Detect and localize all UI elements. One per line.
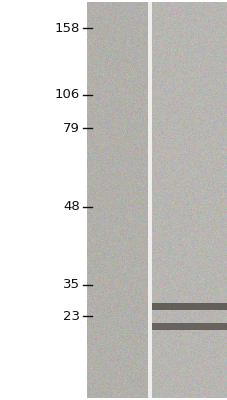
Bar bbox=[151, 303, 227, 310]
Text: 158: 158 bbox=[54, 22, 80, 34]
Text: 106: 106 bbox=[54, 88, 80, 102]
Bar bbox=[147, 2, 151, 398]
Bar bbox=[151, 323, 227, 330]
Text: 35: 35 bbox=[63, 278, 80, 292]
Text: 48: 48 bbox=[63, 200, 80, 214]
Text: 79: 79 bbox=[63, 122, 80, 134]
Text: 23: 23 bbox=[63, 310, 80, 322]
